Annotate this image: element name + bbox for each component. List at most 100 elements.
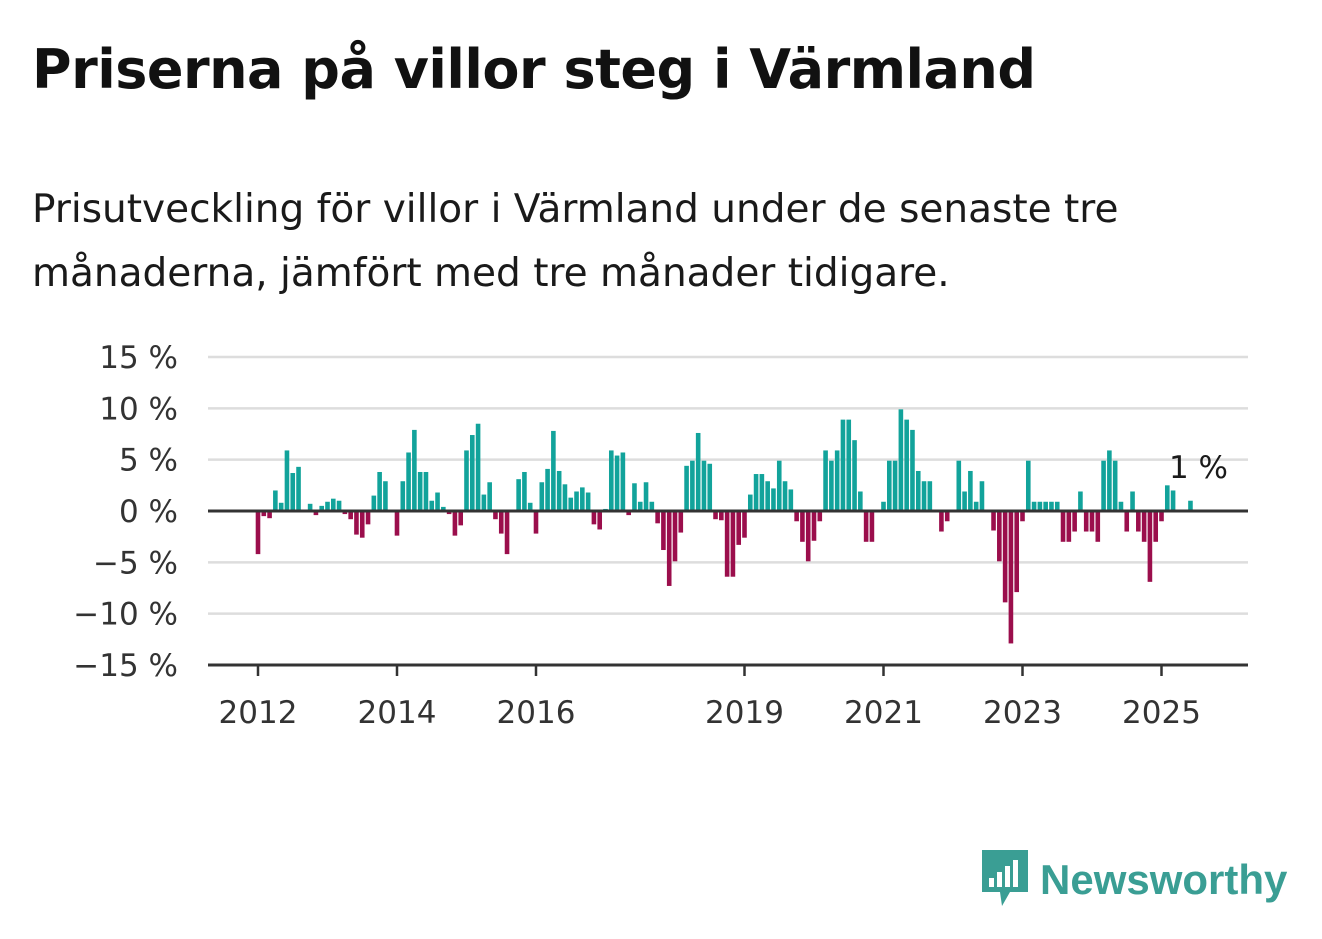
bar (852, 440, 857, 511)
bar (927, 481, 933, 511)
bar (574, 491, 579, 511)
bar (429, 500, 435, 511)
brand-name: Newsworthy (1040, 856, 1288, 903)
bar (939, 511, 944, 532)
bar (284, 450, 290, 511)
chart-title: Priserna på villor steg i Värmland (32, 38, 1036, 101)
bar (1170, 490, 1176, 511)
bar (446, 511, 452, 515)
bar (481, 494, 487, 511)
bar (1060, 511, 1066, 542)
bar (1130, 491, 1135, 511)
bar (406, 452, 411, 511)
x-tick-label: 2019 (705, 695, 784, 731)
bar (545, 468, 550, 511)
bar (684, 465, 689, 511)
bar (336, 500, 342, 511)
bar (516, 479, 521, 511)
bar (469, 435, 475, 511)
grid-lines (208, 355, 1248, 615)
bar (765, 481, 770, 511)
bar (348, 511, 353, 520)
bar (1095, 511, 1101, 542)
bar (817, 511, 823, 522)
bar (325, 501, 330, 511)
bar (892, 460, 898, 511)
x-tick-label: 2016 (497, 695, 576, 731)
bar (261, 511, 267, 517)
bar (1153, 511, 1159, 542)
bar (1118, 501, 1124, 511)
bar (458, 511, 464, 526)
bar (493, 511, 498, 520)
bar (441, 506, 446, 511)
bar (412, 429, 417, 511)
bar (771, 488, 776, 511)
bar (800, 511, 805, 542)
y-tick-label: 15 % (99, 340, 178, 376)
bar (655, 511, 660, 524)
bar (829, 460, 834, 511)
bar (527, 502, 533, 511)
bar (1066, 511, 1072, 542)
bar (330, 498, 336, 511)
bar (637, 501, 643, 511)
bar (394, 511, 400, 536)
bar (1112, 460, 1118, 511)
bar (649, 501, 655, 511)
bar (736, 511, 742, 545)
bar (997, 511, 1002, 562)
bar (869, 511, 875, 542)
bar (585, 492, 591, 511)
bar (632, 483, 637, 511)
bar-chart: 15 %10 %5 %0 %−5 %−10 %−15 % 2012 2014 201… (73, 340, 1248, 731)
bar (1025, 460, 1031, 511)
bar (724, 511, 730, 577)
last-value-label: 1 % (1169, 450, 1228, 486)
bar (1124, 511, 1130, 532)
bar (614, 455, 620, 511)
bar (313, 511, 319, 516)
bar (1136, 511, 1141, 532)
y-tick-label: −10 % (73, 597, 178, 633)
bar (551, 430, 556, 511)
bar (672, 511, 678, 562)
bar (1072, 511, 1077, 532)
bar (956, 460, 962, 511)
bar (968, 470, 973, 511)
bar (556, 470, 562, 511)
bar (846, 419, 852, 511)
bar (707, 463, 713, 511)
bar (881, 501, 886, 511)
axes (208, 509, 1248, 667)
bar (1043, 501, 1048, 511)
bar (991, 511, 996, 531)
bar (719, 511, 724, 521)
bar (886, 460, 892, 511)
bar (1147, 511, 1153, 582)
bar (1008, 511, 1014, 644)
bar (539, 482, 545, 511)
bar (1002, 511, 1008, 603)
bar (701, 460, 707, 511)
y-tick-label: 10 % (99, 391, 178, 427)
bar (522, 471, 527, 511)
bar (504, 511, 510, 555)
bar (568, 497, 574, 511)
x-tick-label: 2023 (983, 695, 1062, 731)
bar (788, 489, 794, 511)
bar (1054, 501, 1060, 511)
bar (921, 481, 927, 511)
y-tick-label: −15 % (73, 648, 178, 684)
bar (782, 481, 788, 511)
bar (713, 511, 718, 520)
bar (805, 511, 811, 562)
bar (1078, 491, 1083, 511)
bar (342, 511, 348, 515)
bar (354, 511, 359, 535)
bar (452, 511, 458, 536)
bar (475, 423, 481, 511)
x-tick-label: 2014 (358, 695, 437, 731)
bar (591, 511, 597, 525)
bar (464, 450, 469, 511)
